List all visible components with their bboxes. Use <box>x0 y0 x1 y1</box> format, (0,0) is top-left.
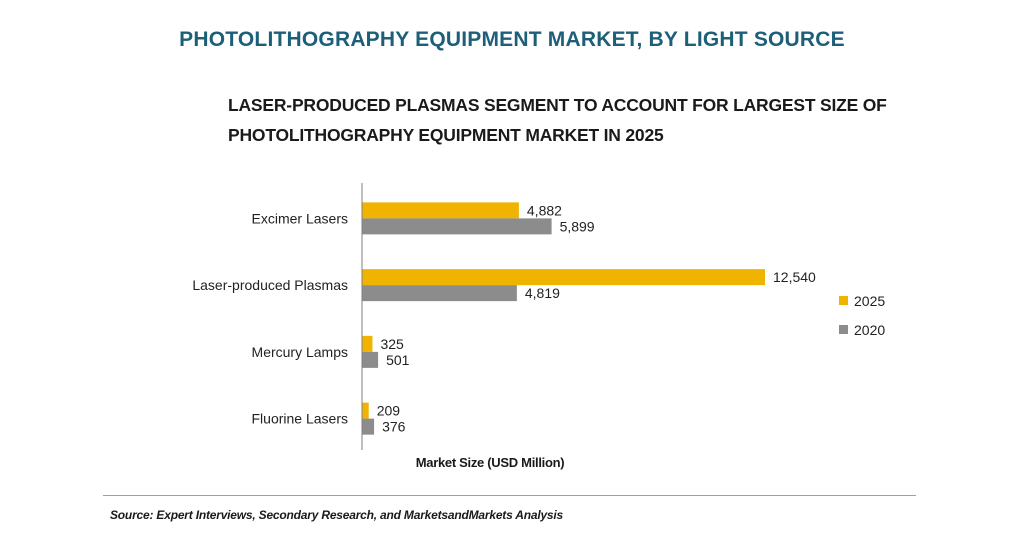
source-note: Source: Expert Interviews, Secondary Res… <box>110 508 564 522</box>
bar-2020-excimer-lasers <box>362 218 552 235</box>
value-label-2020-laser-produced-plasmas: 4,819 <box>525 285 560 301</box>
category-label-fluorine-lasers: Fluorine Lasers <box>252 411 349 427</box>
value-label-2025-mercury-lamps: 325 <box>380 336 404 352</box>
bar-2025-mercury-lamps <box>362 335 373 352</box>
x-axis-title: Market Size (USD Million) <box>415 455 565 470</box>
legend-swatch-2020 <box>839 325 848 334</box>
value-label-2020-excimer-lasers: 5,899 <box>560 218 595 234</box>
bar-2020-mercury-lamps <box>362 351 379 368</box>
legend-label-2025: 2025 <box>854 293 885 309</box>
value-label-2025-fluorine-lasers: 209 <box>377 403 401 419</box>
subtitle-line-1: LASER-PRODUCED PLASMAS SEGMENT TO ACCOUN… <box>228 95 887 115</box>
page-title: PHOTOLITHOGRAPHY EQUIPMENT MARKET, BY LI… <box>179 28 845 51</box>
category-label-mercury-lamps: Mercury Lamps <box>252 344 348 360</box>
bar-2025-excimer-lasers <box>362 202 519 219</box>
value-label-2020-mercury-lamps: 501 <box>386 352 410 368</box>
bar-2020-laser-produced-plasmas <box>362 285 517 302</box>
bar-2025-fluorine-lasers <box>362 402 369 419</box>
chart-subtitle: LASER-PRODUCED PLASMAS SEGMENT TO ACCOUN… <box>228 90 928 150</box>
value-label-2020-fluorine-lasers: 376 <box>382 419 406 435</box>
bar-2025-laser-produced-plasmas <box>362 269 765 286</box>
category-label-excimer-lasers: Excimer Lasers <box>252 210 348 226</box>
category-label-laser-produced-plasmas: Laser-produced Plasmas <box>192 277 348 293</box>
value-label-2025-laser-produced-plasmas: 12,540 <box>773 269 816 285</box>
legend-swatch-2025 <box>839 296 848 305</box>
value-label-2025-excimer-lasers: 4,882 <box>527 202 562 218</box>
subtitle-line-2: PHOTOLITHOGRAPHY EQUIPMENT MARKET IN 202… <box>228 125 664 145</box>
source-divider <box>103 495 916 496</box>
legend-label-2020: 2020 <box>854 322 885 338</box>
bar-2020-fluorine-lasers <box>362 418 375 435</box>
